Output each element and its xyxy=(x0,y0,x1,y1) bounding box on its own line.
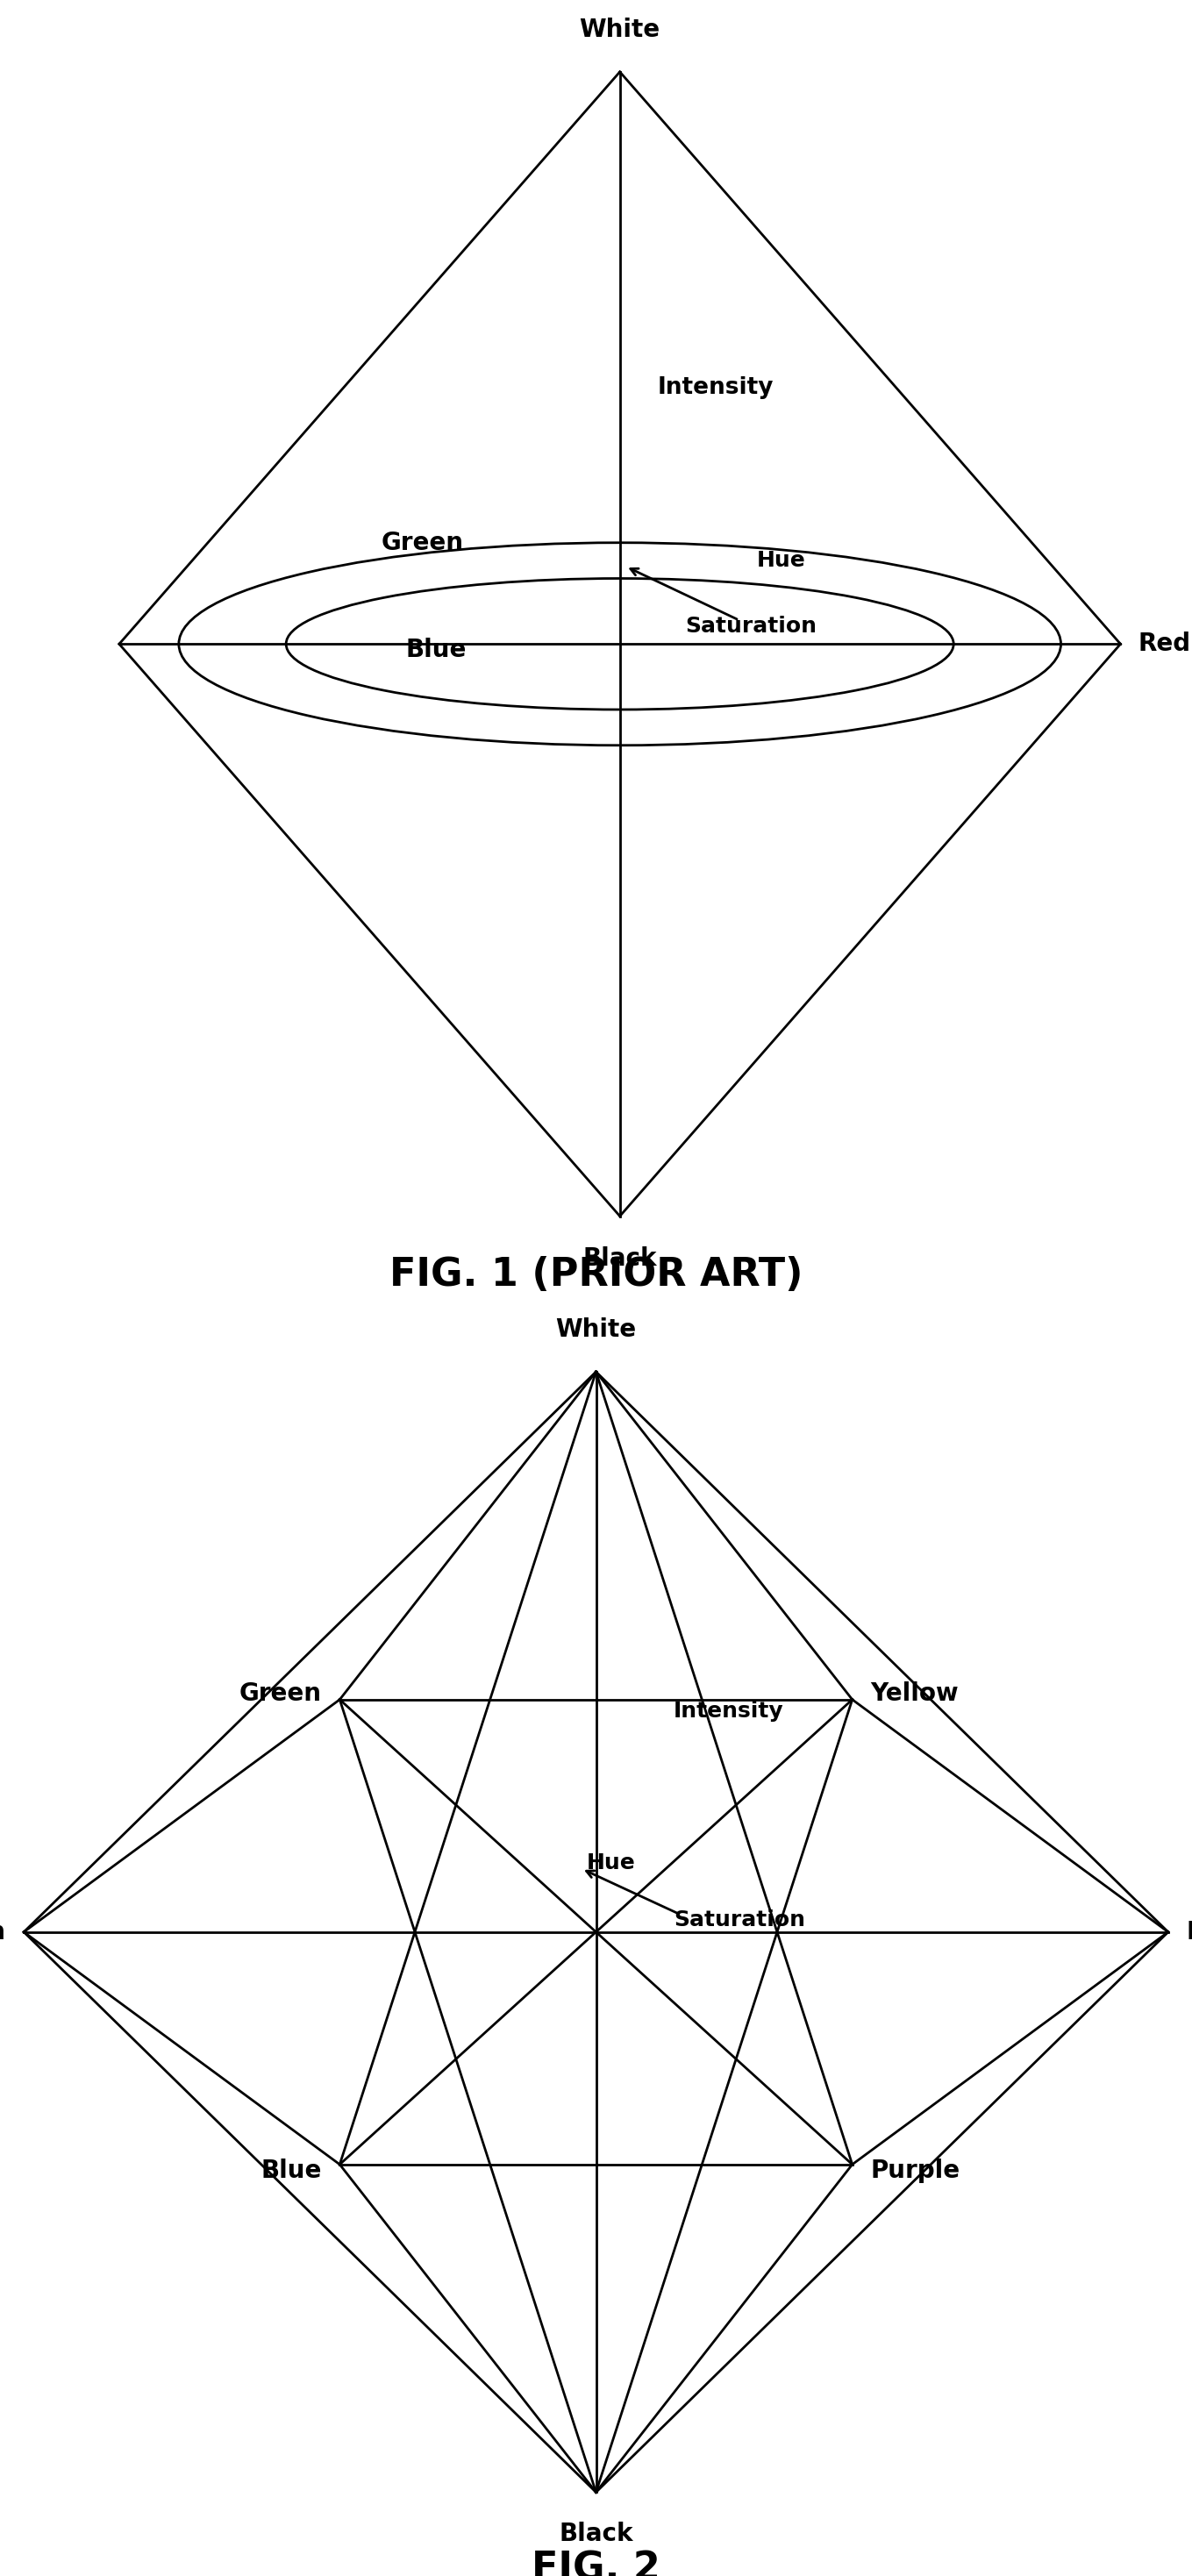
Text: Hue: Hue xyxy=(586,1852,635,1873)
Text: Hue: Hue xyxy=(757,551,806,572)
Text: Red: Red xyxy=(1186,1919,1192,1945)
Text: FIG. 2: FIG. 2 xyxy=(532,2550,660,2576)
Text: Yellow: Yellow xyxy=(870,1682,958,1705)
Text: Blue: Blue xyxy=(261,2159,322,2182)
Text: Blue: Blue xyxy=(405,639,466,662)
Text: Black: Black xyxy=(559,2522,633,2548)
Text: Intensity: Intensity xyxy=(657,376,774,399)
Text: Black: Black xyxy=(583,1247,657,1270)
Text: Green: Green xyxy=(240,1682,322,1705)
Text: Saturation: Saturation xyxy=(685,616,817,636)
Text: White: White xyxy=(579,18,660,41)
Text: Red: Red xyxy=(1138,631,1191,657)
Text: Cyan: Cyan xyxy=(0,1919,6,1945)
Text: Green: Green xyxy=(381,531,464,554)
Text: Saturation: Saturation xyxy=(673,1909,805,1929)
Text: White: White xyxy=(555,1316,637,1342)
Text: FIG. 1 (PRIOR ART): FIG. 1 (PRIOR ART) xyxy=(390,1257,802,1293)
Text: Purple: Purple xyxy=(870,2159,960,2182)
Text: Intensity: Intensity xyxy=(673,1700,783,1721)
